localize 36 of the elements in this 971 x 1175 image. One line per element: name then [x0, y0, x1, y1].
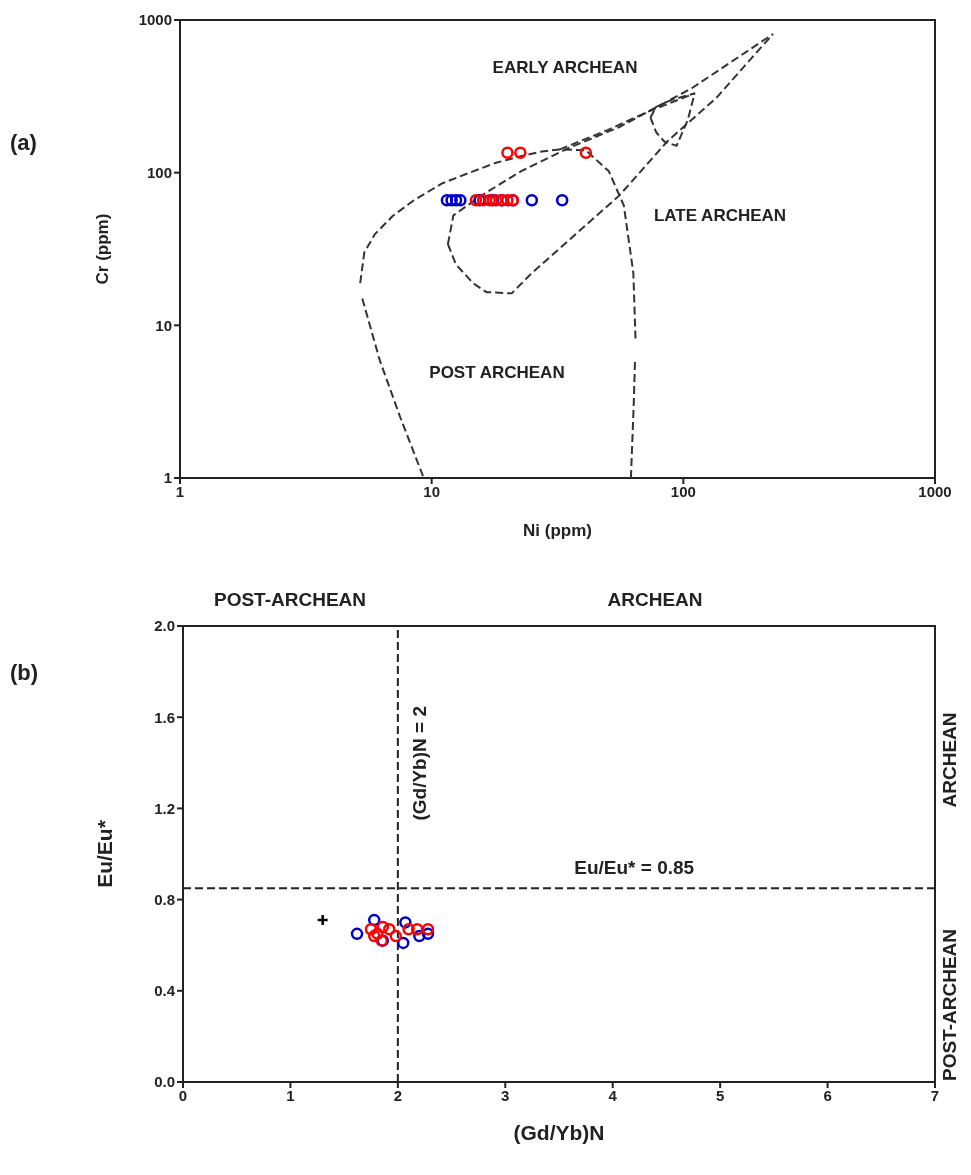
y-axis-title: Cr (ppm): [93, 213, 113, 285]
annotation: LATE ARCHEAN: [653, 206, 787, 225]
annotation: POST ARCHEAN: [429, 363, 565, 382]
text: POST-ARCHEAN: [939, 928, 960, 1082]
annotation: EARLY ARCHEAN: [492, 58, 638, 77]
ref-line-label: (Gd/Yb)N = 2: [408, 706, 430, 821]
y-tick-label: 1.6: [154, 708, 175, 726]
y-tick-label: 2.0: [154, 617, 175, 635]
x-tick-label: 4: [608, 1086, 618, 1104]
x-tick-label: 1000: [918, 482, 952, 500]
x-tick-label: 100: [670, 482, 696, 500]
text: ARCHEAN: [607, 589, 703, 610]
x-tick-label: 5: [715, 1086, 725, 1104]
x-tick-label: 10: [423, 482, 441, 500]
text: (a): [10, 130, 37, 156]
y-tick-label: 0.4: [154, 982, 176, 1000]
y-tick-label: 1: [163, 469, 172, 487]
x-tick-label: 2: [393, 1086, 403, 1104]
text: POST-ARCHEAN: [213, 589, 367, 610]
x-axis-title: Ni (ppm): [523, 521, 592, 540]
y-tick-label: 0.0: [154, 1073, 175, 1091]
ref-line-label: Eu/Eu* = 0.85: [574, 857, 695, 879]
y-tick-label: 1.2: [154, 799, 175, 817]
x-tick-label: 0: [178, 1086, 188, 1104]
x-tick-label: 3: [501, 1086, 510, 1104]
text: ARCHEAN: [939, 712, 960, 808]
x-tick-label: 6: [823, 1086, 832, 1104]
y-axis-title: Eu/Eu*: [93, 819, 117, 888]
x-tick-label: 7: [930, 1086, 940, 1104]
text: (b): [10, 660, 39, 686]
y-tick-label: 0.8: [154, 890, 175, 908]
x-tick-label: 1: [286, 1086, 295, 1104]
y-tick-label: 100: [146, 163, 172, 181]
y-tick-label: 10: [155, 316, 172, 334]
x-axis-title: (Gd/Yb)N: [513, 1121, 605, 1144]
y-tick-label: 1000: [138, 11, 172, 29]
